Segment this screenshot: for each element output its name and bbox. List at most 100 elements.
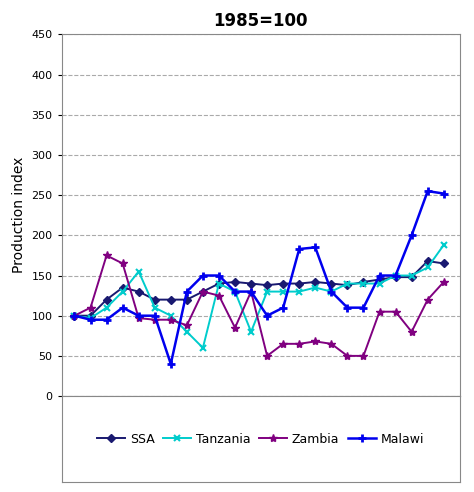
Zambia: [345, 353, 350, 359]
Line: Tanzania: Tanzania: [71, 242, 447, 351]
SSA: [168, 297, 173, 303]
SSA: [104, 297, 109, 303]
SSA: [377, 277, 383, 282]
SSA: [120, 284, 126, 290]
Tanzania: [168, 313, 173, 319]
Tanzania: [409, 273, 414, 278]
Line: Malawi: Malawi: [70, 187, 448, 368]
Tanzania: [280, 289, 286, 295]
Zambia: [361, 353, 366, 359]
Zambia: [425, 297, 430, 303]
SSA: [264, 282, 270, 288]
Tanzania: [312, 284, 318, 290]
Zambia: [184, 322, 190, 328]
Malawi: [425, 188, 430, 194]
Malawi: [248, 289, 254, 295]
Malawi: [216, 273, 222, 278]
Zambia: [280, 341, 286, 347]
SSA: [345, 282, 350, 288]
Malawi: [296, 246, 302, 252]
SSA: [216, 280, 222, 286]
Zambia: [200, 289, 206, 295]
Zambia: [88, 305, 93, 310]
Zambia: [72, 313, 77, 319]
Malawi: [88, 317, 93, 323]
Malawi: [312, 245, 318, 250]
Malawi: [120, 305, 126, 310]
SSA: [328, 280, 334, 286]
Tanzania: [72, 313, 77, 319]
Y-axis label: Production index: Production index: [12, 157, 26, 274]
SSA: [232, 279, 238, 285]
Malawi: [377, 273, 383, 278]
Malawi: [441, 190, 447, 196]
Tanzania: [441, 242, 447, 248]
SSA: [200, 289, 206, 295]
Malawi: [264, 313, 270, 319]
Malawi: [136, 313, 142, 319]
SSA: [184, 297, 190, 303]
Tanzania: [232, 289, 238, 295]
Zambia: [136, 315, 142, 321]
Tanzania: [264, 289, 270, 295]
Malawi: [409, 232, 414, 238]
X-axis label: Year: Year: [243, 421, 278, 434]
Zambia: [441, 279, 447, 285]
Tanzania: [345, 280, 350, 286]
Tanzania: [248, 329, 254, 335]
Zambia: [393, 309, 399, 315]
Tanzania: [296, 289, 302, 295]
Tanzania: [216, 280, 222, 286]
Zambia: [248, 289, 254, 295]
Legend: SSA, Tanzania, Zambia, Malawi: SSA, Tanzania, Zambia, Malawi: [92, 428, 429, 451]
Malawi: [168, 361, 173, 367]
Tanzania: [88, 315, 93, 321]
Line: SSA: SSA: [72, 258, 447, 318]
Malawi: [232, 289, 238, 295]
Zambia: [216, 293, 222, 299]
Tanzania: [425, 265, 430, 271]
SSA: [361, 279, 366, 285]
SSA: [136, 289, 142, 295]
SSA: [409, 274, 414, 280]
Tanzania: [152, 305, 157, 310]
Zambia: [312, 338, 318, 344]
Tanzania: [328, 289, 334, 295]
Malawi: [200, 273, 206, 278]
Tanzania: [136, 269, 142, 275]
SSA: [152, 297, 157, 303]
Zambia: [409, 329, 414, 335]
Tanzania: [120, 289, 126, 295]
Title: 1985=100: 1985=100: [213, 12, 308, 30]
Tanzania: [200, 345, 206, 351]
Tanzania: [104, 305, 109, 310]
SSA: [425, 258, 430, 264]
Malawi: [152, 313, 157, 319]
Zambia: [152, 317, 157, 323]
Malawi: [328, 289, 334, 295]
SSA: [248, 280, 254, 286]
Zambia: [328, 341, 334, 347]
SSA: [393, 274, 399, 280]
Tanzania: [393, 273, 399, 278]
SSA: [72, 313, 77, 319]
Line: Zambia: Zambia: [70, 251, 448, 360]
Malawi: [393, 273, 399, 278]
SSA: [88, 313, 93, 319]
Zambia: [120, 260, 126, 266]
Zambia: [377, 309, 383, 315]
Malawi: [104, 317, 109, 323]
Malawi: [72, 313, 77, 319]
SSA: [280, 280, 286, 286]
Zambia: [104, 252, 109, 258]
Zambia: [168, 317, 173, 323]
SSA: [312, 279, 318, 285]
Malawi: [184, 289, 190, 295]
Malawi: [280, 305, 286, 310]
Malawi: [345, 305, 350, 310]
SSA: [296, 280, 302, 286]
Malawi: [361, 305, 366, 310]
Tanzania: [184, 329, 190, 335]
Tanzania: [361, 280, 366, 286]
Zambia: [264, 353, 270, 359]
